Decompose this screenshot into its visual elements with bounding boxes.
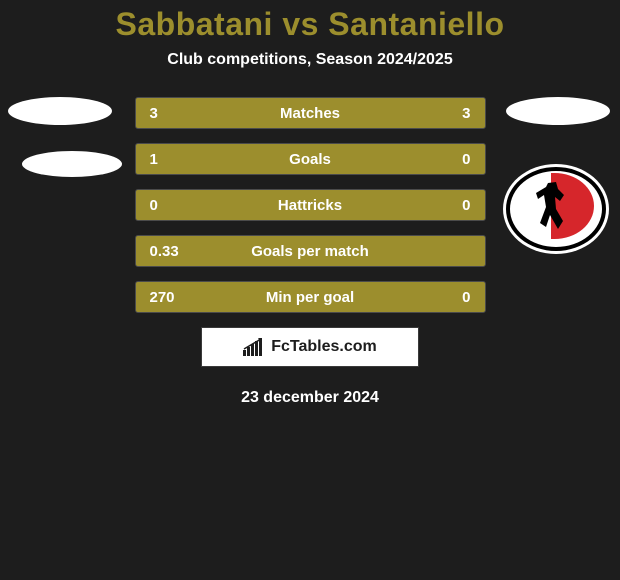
stat-right-value: 0 xyxy=(415,197,485,214)
right-player-badges xyxy=(506,97,610,251)
brand-text: FcTables.com xyxy=(271,338,377,356)
stat-label: Goals xyxy=(206,151,415,168)
stat-row-min-per-goal: 270 Min per goal 0 xyxy=(135,281,486,313)
stat-left-value: 270 xyxy=(136,289,206,306)
club-logo-figure-icon xyxy=(536,181,566,231)
stat-label: Min per goal xyxy=(206,289,415,306)
stat-row-hattricks: 0 Hattricks 0 xyxy=(135,189,486,221)
page-title: Sabbatani vs Santaniello xyxy=(0,6,620,43)
stat-left-value: 0 xyxy=(136,197,206,214)
stat-right-value: 0 xyxy=(415,289,485,306)
stat-left-value: 1 xyxy=(136,151,206,168)
stat-label: Goals per match xyxy=(206,243,415,260)
stat-left-value: 3 xyxy=(136,105,206,122)
stat-row-goals-per-match: 0.33 Goals per match xyxy=(135,235,486,267)
stat-left-value: 0.33 xyxy=(136,243,206,260)
player-badge-placeholder xyxy=(506,97,610,125)
stat-label: Matches xyxy=(206,105,415,122)
club-badge-placeholder xyxy=(22,151,122,177)
content-row: 3 Matches 3 1 Goals 0 0 Hattricks 0 0.33… xyxy=(0,97,620,313)
bar-chart-icon xyxy=(243,338,265,356)
stat-right-value: 3 xyxy=(415,105,485,122)
left-player-badges xyxy=(8,97,122,177)
stats-table: 3 Matches 3 1 Goals 0 0 Hattricks 0 0.33… xyxy=(135,97,486,313)
subtitle: Club competitions, Season 2024/2025 xyxy=(0,51,620,69)
comparison-card: Sabbatani vs Santaniello Club competitio… xyxy=(0,0,620,407)
player-badge-placeholder xyxy=(8,97,112,125)
generation-date: 23 december 2024 xyxy=(0,389,620,407)
stat-row-matches: 3 Matches 3 xyxy=(135,97,486,129)
stat-label: Hattricks xyxy=(206,197,415,214)
club-logo xyxy=(506,167,606,251)
brand-box[interactable]: FcTables.com xyxy=(201,327,419,367)
stat-row-goals: 1 Goals 0 xyxy=(135,143,486,175)
stat-right-value: 0 xyxy=(415,151,485,168)
